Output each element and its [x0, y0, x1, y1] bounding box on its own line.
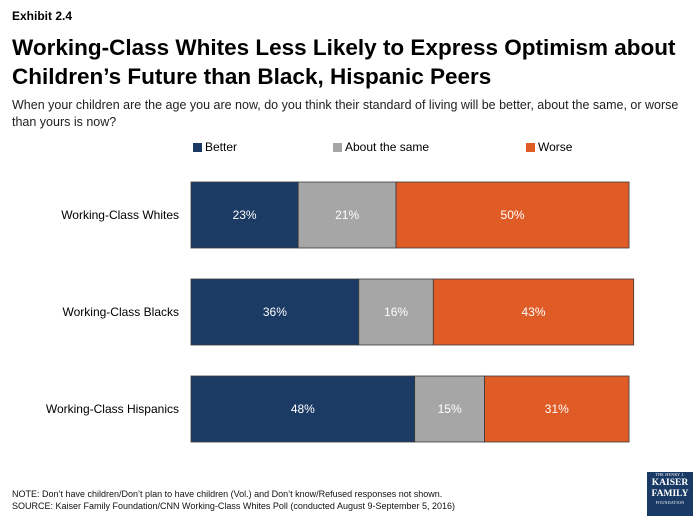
- data-label-working-class-hispanics-better: 48%: [291, 402, 315, 416]
- bar-working-class-whites-about-the-same: [297, 181, 397, 249]
- bar-working-class-blacks-better: [190, 278, 360, 346]
- bar-working-class-blacks-worse: [432, 278, 635, 346]
- legend-label-worse: Worse: [538, 140, 573, 154]
- legend-label-about-the-same: About the same: [345, 140, 430, 154]
- legend-swatch-worse: [526, 142, 535, 152]
- logo-line-3: FAMILY: [651, 489, 689, 499]
- bar-working-class-hispanics-about-the-same: [414, 375, 485, 443]
- data-label-working-class-blacks-better: 36%: [263, 305, 287, 319]
- data-label-working-class-blacks-worse: 43%: [521, 305, 545, 319]
- bar-working-class-whites-better: [190, 181, 299, 249]
- category-label-working-class-hispanics: Working-Class Hispanics: [46, 402, 179, 416]
- chart-title: Working-Class Whites Less Likely to Expr…: [12, 35, 676, 89]
- data-label-working-class-hispanics-worse: 31%: [545, 402, 569, 416]
- logo-line-2: KAISER: [651, 478, 689, 488]
- category-label-working-class-whites: Working-Class Whites: [61, 208, 179, 222]
- footnote: NOTE: Don’t have children/Don’t plan to …: [12, 488, 455, 512]
- data-label-working-class-blacks-about-the-same: 16%: [384, 305, 408, 319]
- chart-subtitle: When your children are the age you are n…: [12, 98, 679, 129]
- legend-item-about-the-same: About the same: [333, 140, 429, 154]
- legend-label-better: Better: [205, 140, 238, 154]
- kff-logo: THE HENRY J. KAISER FAMILY FOUNDATION: [647, 472, 693, 516]
- legend-item-worse: Worse: [526, 140, 572, 154]
- bar-working-class-hispanics-better: [190, 375, 416, 443]
- legend-swatch-about-the-same: [333, 142, 342, 152]
- footnote-source: SOURCE: Kaiser Family Foundation/CNN Wor…: [12, 501, 456, 511]
- legend-swatch-better: [193, 142, 202, 152]
- bar-working-class-hispanics-worse: [484, 375, 630, 443]
- bar-working-class-whites-worse: [395, 181, 630, 249]
- data-label-working-class-hispanics-about-the-same: 15%: [438, 402, 462, 416]
- stacked-bar-chart: Working-Class Whites 23% 21% 50% Working-Cla…: [46, 181, 635, 443]
- logo-line-1: THE HENRY J.: [655, 472, 685, 477]
- category-label-working-class-blacks: Working-Class Blacks: [63, 305, 179, 319]
- legend: Better About the same Worse: [0, 140, 698, 156]
- data-label-working-class-whites-worse: 50%: [501, 208, 525, 222]
- data-label-working-class-whites-better: 23%: [233, 208, 257, 222]
- exhibit-label: Exhibit 2.4: [12, 9, 73, 23]
- bar-working-class-blacks-about-the-same: [358, 278, 434, 346]
- data-label-working-class-whites-about-the-same: 21%: [335, 208, 359, 222]
- legend-item-better: Better: [193, 140, 237, 154]
- footnote-note: NOTE: Don’t have children/Don’t plan to …: [12, 489, 443, 499]
- logo-line-4: FOUNDATION: [655, 500, 685, 505]
